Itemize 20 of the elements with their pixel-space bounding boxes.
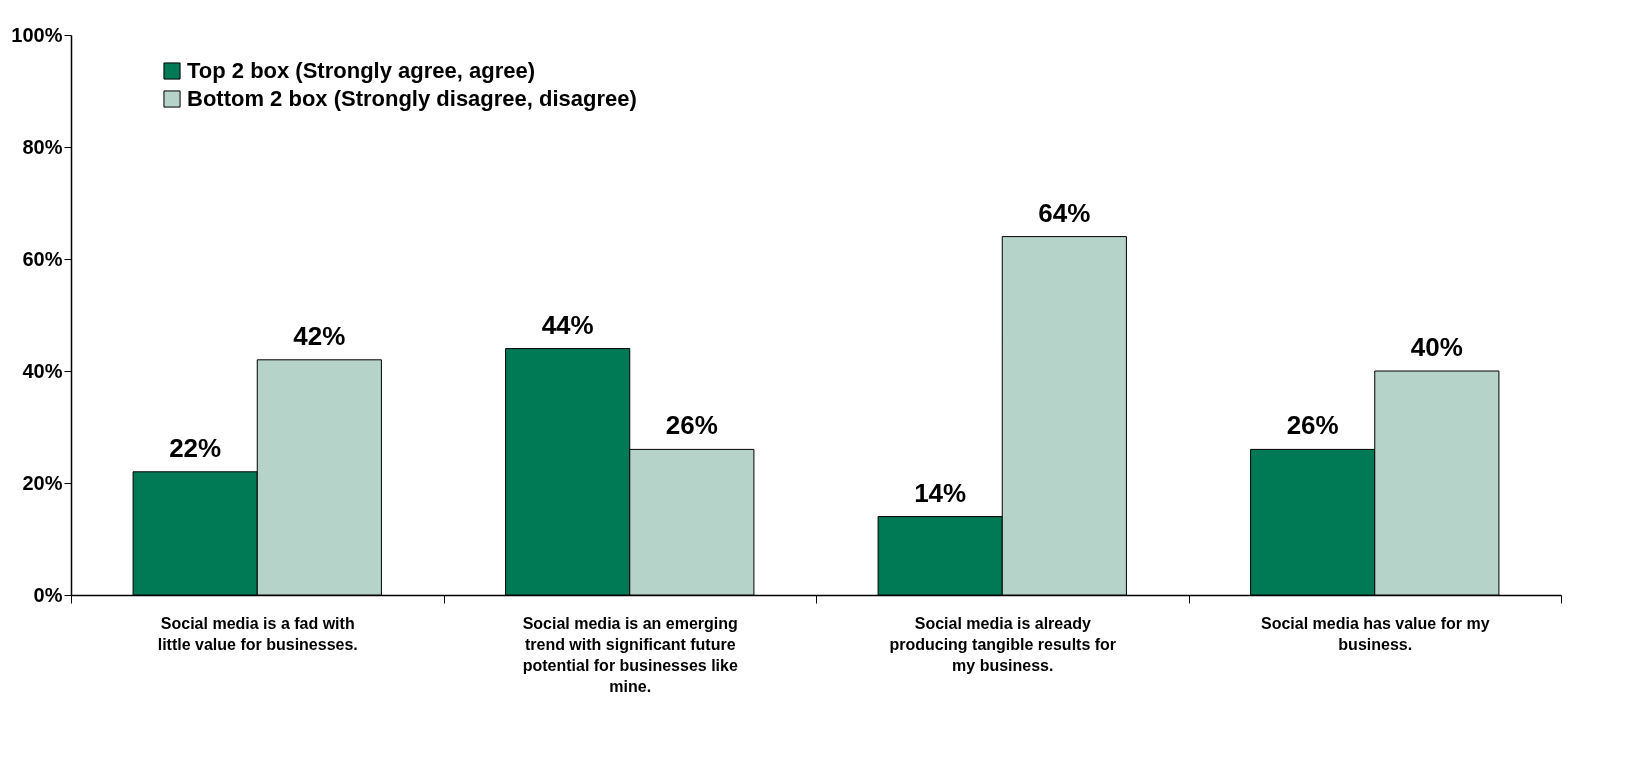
legend-label: Top 2 box (Strongly agree, agree) xyxy=(187,58,535,83)
data-label: 26% xyxy=(1286,410,1339,441)
x-tick-label: Social media is a fad with little value for businesses. xyxy=(157,614,358,653)
data-label: 42% xyxy=(293,320,346,351)
legend-label: Bottom 2 box (Strongly disagree, disagree) xyxy=(187,86,637,111)
data-label: 44% xyxy=(541,309,594,340)
x-tick-label: Social media is already producing tangible results for my business. xyxy=(889,614,1117,674)
data-label: 64% xyxy=(1038,197,1091,228)
y-tick-label: 60% xyxy=(22,247,63,270)
y-tick-label: 20% xyxy=(22,471,63,494)
data-label: 14% xyxy=(914,477,967,508)
y-tick-label: 0% xyxy=(33,583,63,606)
data-label: 26% xyxy=(665,410,718,441)
x-tick-label: Social media is an emerging trend with significant future potential for businesses like mine. xyxy=(522,614,738,695)
y-tick-label: 80% xyxy=(22,135,63,158)
y-tick-label: 40% xyxy=(22,359,63,382)
data-label: 22% xyxy=(169,432,222,463)
data-label: 40% xyxy=(1410,332,1463,362)
x-tick-label: Social media has value for my business. xyxy=(1260,614,1490,653)
y-tick-label: 100% xyxy=(11,23,63,46)
